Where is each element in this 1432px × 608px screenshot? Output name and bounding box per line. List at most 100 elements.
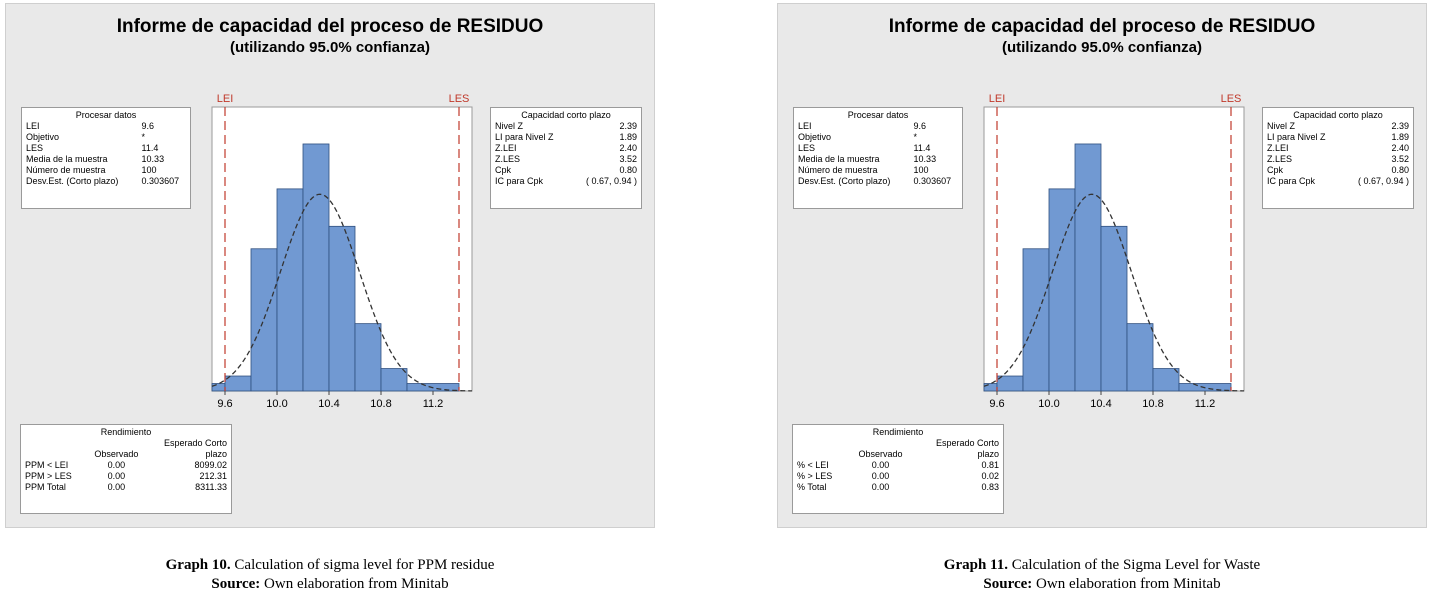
- table-row: Desv.Est. (Corto plazo) 0.303607: [22, 176, 190, 187]
- process-row-label: Media de la muestra: [798, 154, 880, 164]
- process-row-value: 0.303607: [141, 176, 180, 186]
- table-row: LI para Nivel Z 1.89: [491, 132, 641, 143]
- capability-box: Capacidad corto plazo Nivel Z 2.39 LI par…: [490, 107, 642, 209]
- process-row-label: LEI: [26, 121, 40, 131]
- yield-col-observed: Observado: [94, 449, 139, 459]
- table-row: Observado plazo: [793, 449, 1003, 460]
- normal-curve: [983, 193, 1245, 392]
- process-row-label: Número de muestra: [26, 165, 106, 175]
- process-row-label: LEI: [798, 121, 812, 131]
- capability-row-label: LI para Nivel Z: [495, 132, 554, 142]
- table-row: Observado plazo: [21, 449, 231, 460]
- process-row-value: 9.6: [141, 121, 155, 131]
- yield-row-expected: 0.02: [981, 471, 999, 481]
- capability-row-label: Cpk: [1267, 165, 1284, 175]
- table-row: Nivel Z 2.39: [491, 121, 641, 132]
- source-text: Own elaboration from Minitab: [1032, 576, 1221, 592]
- table-row: IC para Cpk ( 0.67, 0.94 ): [491, 176, 641, 187]
- yield-box: Rendimiento Esperado Corto Observado plaz…: [792, 424, 1004, 514]
- caption-label: Graph 11.: [943, 557, 1008, 573]
- source-text: Own elaboration from Minitab: [260, 576, 449, 592]
- table-row: LES 11.4: [794, 143, 962, 154]
- yield-row-expected: 212.31: [199, 471, 227, 481]
- x-tick-label: 10.8: [370, 398, 391, 410]
- yield-row-observed: 0.00: [107, 471, 126, 481]
- capability-report-percent: Informe de capacidad del proceso de RESI…: [777, 3, 1427, 528]
- process-row-label: Número de muestra: [798, 165, 878, 175]
- process-row-label: Objetivo: [26, 132, 60, 142]
- process-row-label: LES: [26, 143, 44, 153]
- table-row: % < LEI 0.00 0.81: [793, 460, 1003, 471]
- table-row: IC para Cpk ( 0.67, 0.94 ): [1263, 176, 1413, 187]
- capability-row-label: IC para Cpk: [495, 176, 544, 186]
- table-row: % Total 0.00 0.83: [793, 482, 1003, 493]
- table-row: Esperado Corto: [21, 438, 231, 449]
- process-row-value: 100: [141, 165, 157, 175]
- process-row-label: Desv.Est. (Corto plazo): [26, 176, 119, 186]
- table-row: Media de la muestra 10.33: [22, 154, 190, 165]
- capability-row-value: 1.89: [1391, 132, 1409, 142]
- yield-row-observed: 0.00: [871, 460, 890, 470]
- caption-line: Graph 11. Calculation of the Sigma Level…: [777, 556, 1427, 575]
- yield-row-observed: 0.00: [107, 482, 126, 492]
- yield-row-observed: 0.00: [871, 471, 890, 481]
- capability-report-ppm: Informe de capacidad del proceso de RESI…: [5, 3, 655, 528]
- process-row-value: 0.303607: [913, 176, 952, 186]
- source-label: Source:: [983, 576, 1033, 592]
- yield-row-expected: 8311.33: [195, 482, 227, 492]
- caption-line: Graph 10. Calculation of sigma level for…: [5, 556, 655, 575]
- capability-heading: Capacidad corto plazo: [521, 110, 611, 120]
- histogram-plot: LEI LES 9.6 10.0 10.4 10.8 11.2: [983, 93, 1245, 410]
- yield-row-expected: 0.81: [981, 460, 999, 470]
- process-row-value: *: [913, 132, 918, 142]
- normal-curve: [211, 193, 473, 392]
- table-row: Cpk 0.80: [491, 165, 641, 176]
- yield-row-label: PPM < LEI: [25, 460, 69, 470]
- histogram-bar: [380, 368, 408, 392]
- process-data-heading: Procesar datos: [75, 110, 137, 120]
- x-tick-label: 11.2: [1195, 398, 1216, 410]
- capability-row-label: Z.LES: [1267, 154, 1293, 164]
- histogram-bar: [1074, 143, 1102, 392]
- capability-row-label: LI para Nivel Z: [1267, 132, 1326, 142]
- histogram-bar: [354, 323, 382, 392]
- process-data-box: Procesar datos LEI 9.6 Objetivo * LES 11.4 …: [793, 107, 963, 209]
- table-row: LEI 9.6: [794, 121, 962, 132]
- table-row: Desv.Est. (Corto plazo) 0.303607: [794, 176, 962, 187]
- histogram-bar: [328, 225, 356, 392]
- capability-row-value: 0.80: [619, 165, 637, 175]
- process-row-label: Objetivo: [798, 132, 832, 142]
- histogram-plot: LEI LES 9.6 10.0 10.4 10.8 11.2: [211, 93, 473, 410]
- process-row-value: *: [141, 132, 146, 142]
- table-row: PPM Total 0.00 8311.33: [21, 482, 231, 493]
- yield-col-expected-2: plazo: [205, 449, 227, 459]
- caption-text: Calculation of sigma level for PPM resid…: [230, 557, 495, 573]
- table-row: Esperado Corto: [793, 438, 1003, 449]
- capability-row-label: IC para Cpk: [1267, 176, 1316, 186]
- capability-row-value: 3.52: [1391, 154, 1409, 164]
- caption-source: Source: Own elaboration from Minitab: [5, 575, 655, 594]
- capability-row-label: Z.LEI: [1267, 143, 1289, 153]
- table-row: Z.LEI 2.40: [491, 143, 641, 154]
- x-tick-label: 10.4: [1090, 398, 1111, 410]
- x-tick-label: 10.8: [1142, 398, 1163, 410]
- x-tick-label: 9.6: [989, 398, 1004, 410]
- histogram-bar: [1022, 248, 1050, 392]
- x-tick-label: 11.2: [423, 398, 444, 410]
- caption-source: Source: Own elaboration from Minitab: [777, 575, 1427, 594]
- histogram-bar: [1048, 188, 1076, 392]
- table-row: PPM < LEI 0.00 8099.02: [21, 460, 231, 471]
- histogram-bar: [996, 375, 1024, 392]
- table-row: Z.LEI 2.40: [1263, 143, 1413, 154]
- x-tick-label: 9.6: [217, 398, 232, 410]
- x-tick-label: 10.0: [266, 398, 287, 410]
- yield-row-observed: 0.00: [871, 482, 890, 492]
- yield-row-label: % > LES: [797, 471, 833, 481]
- histogram-bar: [1126, 323, 1154, 392]
- yield-box: Rendimiento Esperado Corto Observado plaz…: [20, 424, 232, 514]
- histogram-bar: [1100, 225, 1128, 392]
- table-row: Número de muestra 100: [22, 165, 190, 176]
- caption-label: Graph 10.: [165, 557, 231, 573]
- histogram-bar: [1152, 368, 1180, 392]
- table-row: LI para Nivel Z 1.89: [1263, 132, 1413, 143]
